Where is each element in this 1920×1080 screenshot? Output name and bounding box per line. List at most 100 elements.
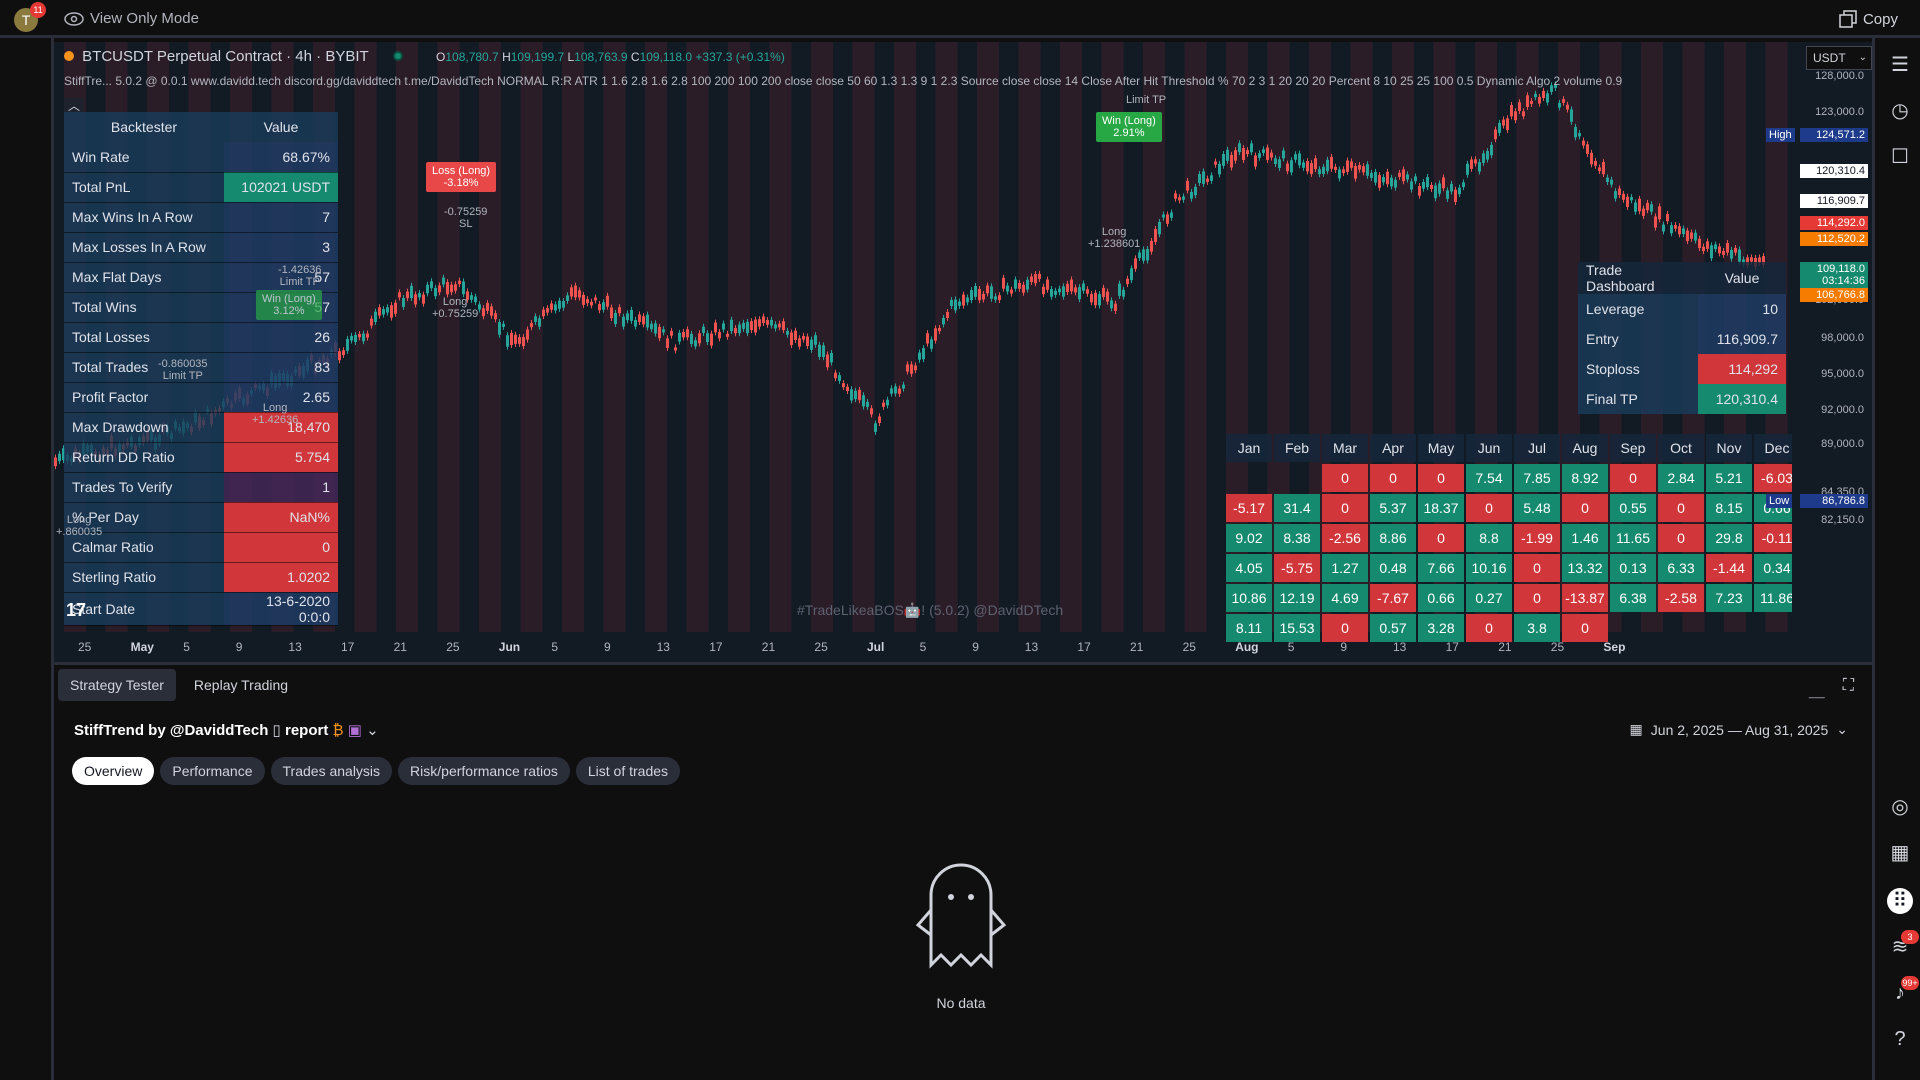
session-shading: [686, 42, 709, 632]
tab-replay-trading[interactable]: Replay Trading: [193, 677, 289, 693]
candle-body: [970, 290, 973, 301]
candle-body: [810, 339, 813, 350]
win-left-pct: 3.12%: [273, 305, 305, 317]
candle-body: [1498, 122, 1501, 133]
price-tick-label: 82,150.0: [1821, 514, 1864, 526]
chart-area[interactable]: BTCUSDT Perpetual Contract · 4h · BYBIT …: [54, 42, 1872, 662]
candle-body: [1638, 198, 1641, 212]
calendar-icon[interactable]: ▦: [1890, 842, 1910, 864]
candle-body: [774, 324, 777, 329]
session-shading: [1184, 42, 1207, 632]
candle-body: [1390, 177, 1393, 187]
session-shading: [894, 42, 916, 632]
candle-body: [1722, 251, 1725, 255]
indicator-legend[interactable]: StiffTre... 5.0.2 @ 0.0.1 www.davidd.tec…: [64, 74, 1623, 88]
monthly-cell: 3.28: [1418, 614, 1464, 642]
monthly-cell: 8.8: [1466, 524, 1512, 552]
strategy-title[interactable]: StiffTrend by @DaviddTech ▯ report ₿ ▣ ⌄: [74, 721, 379, 739]
monthly-cell: 0.57: [1370, 614, 1416, 642]
candle-body: [610, 307, 613, 319]
month-header: Nov: [1706, 434, 1752, 462]
tradingview-logo[interactable]: 17: [66, 600, 87, 620]
backtester-row: Calmar Ratio 0: [64, 532, 338, 563]
candle-body: [954, 299, 957, 311]
price-axis[interactable]: 128,000.0123,000.0110,000.0102,000.098,0…: [1766, 70, 1872, 662]
trade-dashboard-value: 114,292: [1698, 354, 1786, 384]
candle-body: [1734, 247, 1737, 253]
candle-body: [502, 323, 505, 327]
help-icon[interactable]: ?: [1894, 1028, 1906, 1050]
candle-body: [1654, 216, 1657, 228]
candle-body: [538, 318, 541, 327]
copy-button[interactable]: Copy: [1839, 10, 1898, 28]
monthly-cell: 8.11: [1226, 614, 1272, 642]
maximize-icon[interactable]: ⛶: [1842, 677, 1854, 694]
time-tick-label: 25: [446, 640, 460, 654]
candle-body: [1702, 246, 1705, 252]
candle-body: [1430, 184, 1433, 190]
candle-body: [1350, 161, 1353, 168]
candle-body: [1138, 252, 1141, 259]
subtab-performance[interactable]: Performance: [160, 757, 265, 785]
date-range-picker[interactable]: ▦ Jun 2, 2025 — Aug 31, 2025 ⌄: [1630, 721, 1848, 738]
price-tag-label: High: [1766, 128, 1795, 142]
candle-body: [58, 453, 61, 462]
candle-body: [450, 284, 453, 293]
backtester-metric-label: Total Wins: [64, 292, 224, 323]
price-tick-label: 89,000.0: [1821, 438, 1864, 450]
notifications-bell-icon[interactable]: ♪: [1895, 982, 1905, 1004]
session-shading: [396, 42, 418, 632]
minimize-icon[interactable]: ＿: [1808, 683, 1825, 700]
collapse-legend-button[interactable]: ︿: [64, 98, 84, 114]
candle-body: [834, 372, 837, 379]
monthly-row: 0 0 0 7.54 7.85 8.92 0 2.84 5.21 -6.03: [1226, 464, 1800, 492]
price-tag-value: 109,118.0: [1816, 263, 1865, 275]
candle-body: [1670, 225, 1673, 234]
tab-strategy-tester[interactable]: Strategy Tester: [58, 669, 176, 701]
monthly-cell: [1226, 464, 1272, 492]
monthly-row: 10.86 12.19 4.69 -7.67 0.66 0.27 0 -13.87 6.38 -2…: [1226, 584, 1800, 612]
chat-icon[interactable]: ☐: [1891, 146, 1909, 168]
session-shading: [1018, 42, 1041, 632]
candle-body: [382, 309, 385, 315]
subtab-trades-analysis[interactable]: Trades analysis: [270, 757, 393, 785]
currency-select[interactable]: USDT ⌄: [1806, 46, 1872, 70]
monthly-cell: 4.69: [1322, 584, 1368, 612]
candle-body: [1198, 174, 1201, 183]
loss-sl-label: SL: [458, 218, 473, 230]
candle-body: [1554, 84, 1557, 88]
watchlist-icon[interactable]: ☰: [1891, 54, 1909, 76]
session-shading: [562, 42, 584, 632]
close-label: C: [630, 50, 640, 64]
speedometer-icon[interactable]: ◎: [1891, 796, 1909, 818]
trade-dashboard-row: Stoploss 114,292: [1578, 354, 1786, 384]
candle-body: [1250, 143, 1253, 153]
monthly-cell: 0: [1370, 464, 1416, 492]
candle-body: [634, 320, 637, 327]
candle-body: [1306, 161, 1309, 172]
candle-body: [914, 365, 917, 371]
monthly-cell: 0: [1322, 494, 1368, 522]
win-top-pct: 2.91%: [1113, 127, 1145, 139]
panel-controls: ＿ ⛶: [1809, 677, 1854, 701]
apps-grid-icon[interactable]: ⠿: [1887, 888, 1913, 914]
symbol-title[interactable]: BTCUSDT Perpetual Contract · 4h · BYBIT: [64, 48, 403, 65]
candle-body: [950, 299, 953, 306]
time-axis[interactable]: 25 May 5 9 13 17 21 25 Jun 5 9 13 17 21 25 Jul 5 9 13 17 21 2…: [54, 632, 1792, 662]
subtab-list-of-trades[interactable]: List of trades: [575, 757, 681, 785]
trade-dashboard-table: Trade Dashboard Value Leverage 10 Entry 116…: [1578, 262, 1786, 414]
candle-body: [1354, 165, 1357, 179]
subtab-risk-performance-ratios[interactable]: Risk/performance ratios: [398, 757, 570, 785]
candle-body: [1502, 119, 1505, 126]
candle-body: [754, 319, 757, 333]
no-data-label: No data: [936, 995, 986, 1011]
monthly-cell: 0.48: [1370, 554, 1416, 582]
monthly-cell: 0: [1514, 584, 1560, 612]
subtab-overview[interactable]: Overview: [72, 757, 155, 785]
candle-body: [734, 328, 737, 334]
alerts-clock-icon[interactable]: ◷: [1891, 100, 1909, 122]
candle-body: [602, 302, 605, 310]
monthly-cell: 13.32: [1562, 554, 1608, 582]
candle-body: [570, 287, 573, 297]
session-shading: [603, 42, 626, 632]
